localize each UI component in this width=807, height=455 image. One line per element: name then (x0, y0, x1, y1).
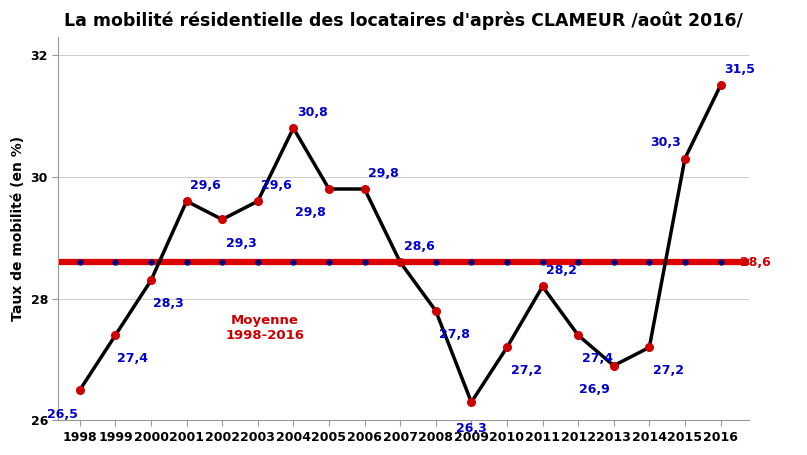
Title: La mobilité résidentielle des locataires d'après CLAMEUR /août 2016/: La mobilité résidentielle des locataires… (65, 11, 743, 30)
Text: 27,2: 27,2 (511, 364, 541, 378)
Text: 28,2: 28,2 (546, 264, 577, 278)
Text: 29,6: 29,6 (190, 179, 221, 192)
Text: 28,6: 28,6 (740, 256, 771, 268)
Text: 30,3: 30,3 (650, 136, 681, 149)
Text: 29,3: 29,3 (226, 237, 257, 249)
Y-axis label: Taux de mobilité (en %): Taux de mobilité (en %) (11, 136, 25, 321)
Text: 28,3: 28,3 (153, 298, 183, 310)
Text: 26,5: 26,5 (47, 408, 78, 421)
Text: 27,8: 27,8 (439, 328, 470, 341)
Text: Moyenne
1998-2016: Moyenne 1998-2016 (225, 314, 304, 342)
Text: 30,8: 30,8 (297, 106, 328, 119)
Text: 27,2: 27,2 (653, 364, 684, 378)
Text: 31,5: 31,5 (724, 63, 755, 76)
Text: 26,9: 26,9 (579, 383, 610, 396)
Text: 27,4: 27,4 (117, 352, 148, 365)
Text: 27,4: 27,4 (582, 352, 613, 365)
Text: 29,6: 29,6 (261, 179, 292, 192)
Text: 29,8: 29,8 (368, 167, 399, 180)
Text: 26,3: 26,3 (456, 422, 487, 435)
Text: 29,8: 29,8 (295, 206, 325, 219)
Text: 28,6: 28,6 (404, 240, 434, 253)
